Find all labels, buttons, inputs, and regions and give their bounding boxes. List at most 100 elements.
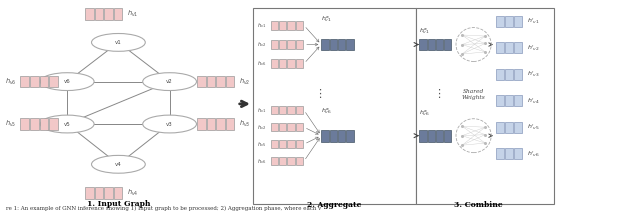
Text: $h'_{v2}$: $h'_{v2}$	[527, 43, 540, 53]
Text: $h_{v6}^{a}$: $h_{v6}^{a}$	[321, 106, 332, 116]
Bar	[296, 123, 303, 131]
Bar	[505, 148, 513, 159]
Text: $h_{v5}$: $h_{v5}$	[5, 119, 17, 129]
Bar	[287, 140, 294, 148]
Bar	[296, 140, 303, 148]
Bar	[20, 118, 29, 130]
Bar	[338, 39, 345, 50]
Bar	[514, 16, 522, 27]
Text: $h_{v1}$: $h_{v1}$	[127, 9, 138, 19]
Bar	[271, 106, 278, 114]
Bar	[279, 123, 286, 131]
Text: $h_{v3}$: $h_{v3}$	[239, 119, 250, 129]
Bar	[271, 140, 278, 148]
Bar	[104, 187, 113, 199]
Bar	[216, 118, 225, 130]
Bar	[287, 59, 294, 68]
Bar	[104, 8, 113, 20]
Bar	[40, 118, 48, 130]
Bar	[505, 69, 513, 80]
Bar	[444, 130, 451, 142]
Circle shape	[40, 73, 94, 91]
Bar	[279, 140, 286, 148]
Bar	[271, 21, 278, 30]
Bar	[496, 95, 504, 106]
Bar	[416, 8, 554, 204]
Text: $h_{v6}$: $h_{v6}$	[257, 157, 267, 166]
Bar	[226, 118, 234, 130]
Bar	[30, 76, 38, 87]
Text: v6: v6	[64, 79, 70, 84]
Bar	[419, 130, 426, 142]
Bar	[253, 8, 416, 204]
Text: $h_{v1}$: $h_{v1}$	[257, 21, 267, 30]
Bar	[49, 118, 58, 130]
Bar	[346, 130, 353, 142]
Text: $h_{v6}$: $h_{v6}$	[5, 77, 17, 87]
Bar	[330, 130, 337, 142]
Text: $h'_{v5}$: $h'_{v5}$	[527, 122, 540, 132]
Text: $h_{v6}^{a}$: $h_{v6}^{a}$	[419, 109, 430, 118]
Circle shape	[40, 115, 94, 133]
Bar	[444, 39, 451, 50]
Text: ⋮: ⋮	[314, 89, 326, 99]
Bar	[279, 106, 286, 114]
Bar	[95, 8, 103, 20]
Circle shape	[143, 73, 196, 91]
Bar	[207, 76, 215, 87]
Bar	[296, 106, 303, 114]
Text: $h_{v4}$: $h_{v4}$	[127, 188, 138, 198]
Bar	[207, 118, 215, 130]
Circle shape	[143, 115, 196, 133]
Bar	[496, 122, 504, 133]
Bar	[296, 157, 303, 165]
Bar	[287, 123, 294, 131]
Bar	[496, 148, 504, 159]
Bar	[505, 42, 513, 53]
Bar	[514, 122, 522, 133]
Bar	[197, 76, 205, 87]
Text: $h_{v6}$: $h_{v6}$	[257, 59, 267, 68]
Text: $h_{v2}$: $h_{v2}$	[257, 40, 267, 49]
Bar	[514, 42, 522, 53]
Bar	[95, 187, 103, 199]
Text: v2: v2	[166, 79, 173, 84]
Bar	[226, 76, 234, 87]
Bar	[40, 76, 48, 87]
Text: 3. Combine: 3. Combine	[454, 201, 503, 209]
Bar	[505, 16, 513, 27]
Bar	[287, 157, 294, 165]
Bar	[321, 39, 328, 50]
Bar	[436, 39, 443, 50]
Bar	[496, 42, 504, 53]
Bar	[505, 122, 513, 133]
Bar	[271, 123, 278, 131]
Bar	[296, 40, 303, 49]
Bar	[514, 95, 522, 106]
Bar	[296, 21, 303, 30]
Bar	[321, 130, 328, 142]
Bar	[436, 130, 443, 142]
Bar	[279, 21, 286, 30]
Text: v1: v1	[115, 40, 122, 45]
Bar	[287, 106, 294, 114]
Text: $h_{v1}$: $h_{v1}$	[257, 106, 267, 115]
Text: ⋮: ⋮	[433, 89, 444, 99]
Circle shape	[92, 33, 145, 51]
Bar	[496, 69, 504, 80]
Bar	[287, 40, 294, 49]
Text: v5: v5	[64, 121, 70, 127]
Text: $h_{v1}^{a}$: $h_{v1}^{a}$	[419, 26, 430, 36]
Bar	[279, 59, 286, 68]
Bar	[346, 39, 353, 50]
Bar	[330, 39, 337, 50]
Bar	[114, 187, 122, 199]
Bar	[287, 21, 294, 30]
Text: re 1: An example of GNN inference showing 1) Input graph to be processed; 2) Agg: re 1: An example of GNN inference showin…	[6, 206, 322, 211]
Bar	[271, 59, 278, 68]
Bar	[428, 130, 435, 142]
Text: 1. Input Graph: 1. Input Graph	[86, 200, 150, 208]
Text: v4: v4	[115, 162, 122, 167]
Bar	[514, 148, 522, 159]
Bar	[271, 157, 278, 165]
